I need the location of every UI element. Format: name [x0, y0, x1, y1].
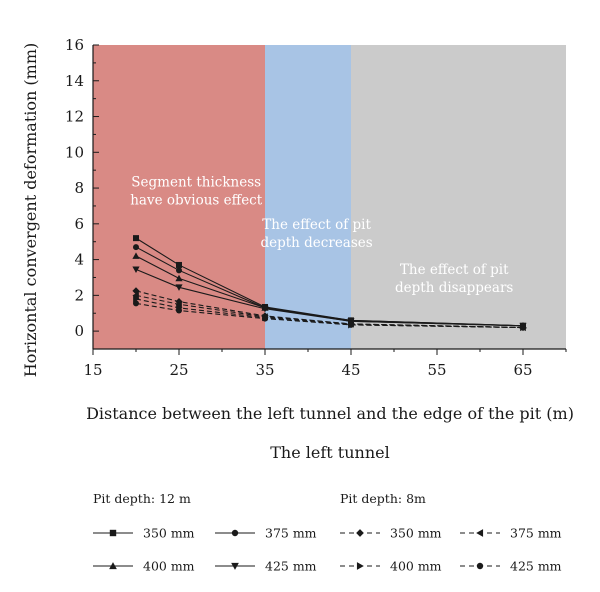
region-label-2-1: depth disappears	[395, 280, 513, 296]
series-point-0-0	[133, 235, 139, 242]
legend-group-8m: Pit depth: 8m	[340, 491, 426, 506]
legend-marker-6	[356, 562, 364, 570]
legend-label-4: 350 mm	[390, 526, 442, 541]
region-label-1-0: The effect of pit	[262, 217, 371, 233]
y-tick-label: 8	[74, 179, 84, 197]
region-label-0-1: have obvious effect	[130, 192, 263, 208]
x-tick-label: 25	[169, 361, 188, 379]
series-point-1-1	[176, 267, 182, 274]
axes	[92, 44, 567, 355]
y-tick-label: 16	[65, 36, 84, 54]
series-point-2-1	[175, 274, 183, 282]
y-tick-label: 12	[65, 108, 84, 126]
legend-label-6: 400 mm	[390, 559, 442, 574]
legend-marker-7	[476, 562, 484, 570]
series-point-7-4	[520, 324, 526, 331]
tick-labels: 0 2 4 6 8 10 12 14 16 15 25 35 45 55 65	[65, 36, 533, 379]
legend-label-0: 350 mm	[143, 526, 195, 541]
y-tick-label: 2	[74, 286, 84, 304]
series-point-7-0	[133, 300, 139, 307]
x-tick-label: 45	[341, 361, 360, 379]
series-point-4-0	[132, 287, 140, 295]
series-point-0-1	[176, 261, 182, 268]
legend-label-3: 425 mm	[265, 559, 317, 574]
y-axis-label: Horizontal convergent deformation (mm)	[21, 43, 40, 378]
legend: Pit depth: 12 m Pit depth: 8m 350 mm 375 …	[93, 491, 562, 574]
region-label-0-0: Segment thickness	[131, 174, 261, 190]
series-point-3-0	[132, 266, 140, 274]
chart-subtitle: The left tunnel	[270, 443, 389, 462]
x-tick-label: 65	[513, 361, 532, 379]
legend-label-5: 375 mm	[510, 526, 562, 541]
series-point-7-3	[348, 321, 354, 328]
series-point-1-0	[133, 244, 139, 251]
region-2	[351, 45, 566, 349]
legend-label-2: 400 mm	[143, 559, 195, 574]
y-tick-label: 10	[65, 143, 84, 161]
legend-marker-4	[356, 529, 364, 537]
series-markers	[132, 235, 527, 332]
legend-label-7: 425 mm	[510, 559, 562, 574]
series-point-5-0	[132, 291, 139, 299]
series-point-3-1	[175, 284, 183, 291]
region-1	[265, 45, 351, 349]
y-tick-label: 4	[74, 251, 84, 269]
series-point-7-2	[262, 315, 268, 322]
legend-label-1: 375 mm	[265, 526, 317, 541]
region-label-1-1: depth decreases	[260, 235, 372, 251]
series-point-7-1	[176, 307, 182, 314]
y-tick-label: 0	[74, 322, 84, 340]
x-tick-label: 15	[83, 361, 102, 379]
region-label-2-0: The effect of pit	[400, 262, 509, 278]
y-tick-label: 14	[65, 72, 84, 90]
legend-marker-0	[109, 529, 117, 537]
x-axis-label: Distance between the left tunnel and the…	[86, 404, 574, 423]
background-regions	[93, 45, 566, 349]
legend-marker-1	[231, 529, 239, 537]
legend-marker-3	[231, 562, 239, 570]
series-point-5-1	[175, 300, 182, 308]
legend-marker-5	[476, 529, 484, 537]
series-point-2-0	[132, 252, 140, 259]
series-point-4-1	[175, 298, 183, 306]
x-tick-label: 55	[427, 361, 446, 379]
x-tick-label: 35	[255, 361, 274, 379]
legend-marker-2	[109, 562, 117, 570]
y-tick-label: 6	[74, 215, 84, 233]
series-point-3-2	[261, 305, 269, 313]
region-labels: Segment thickness have obvious effect The …	[130, 174, 513, 296]
legend-group-12m: Pit depth: 12 m	[93, 491, 191, 506]
